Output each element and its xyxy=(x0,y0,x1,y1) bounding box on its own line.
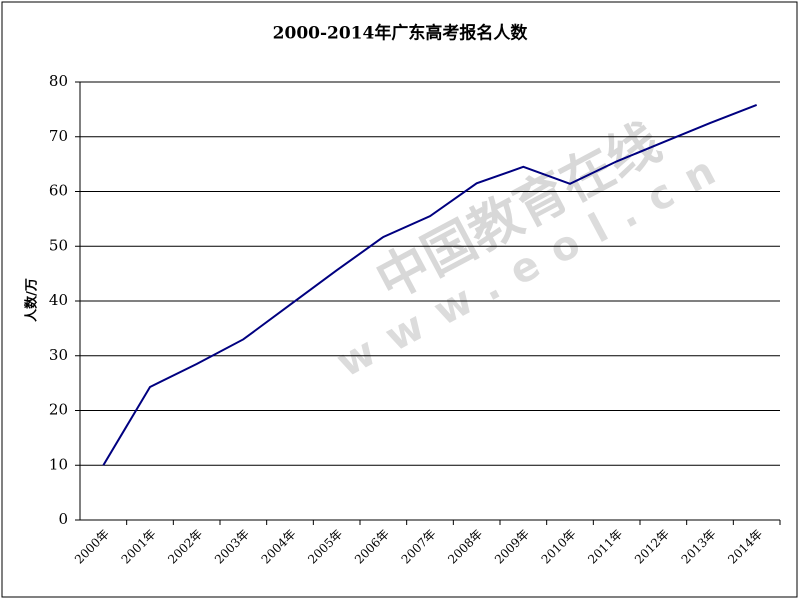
y-tick-label: 50 xyxy=(49,236,68,254)
y-tick-label: 10 xyxy=(49,455,68,473)
y-tick-label: 70 xyxy=(49,127,68,145)
y-tick-label: 80 xyxy=(49,72,68,90)
y-tick-label: 20 xyxy=(49,401,68,419)
chart-title: 2000-2014年广东高考报名人数 xyxy=(273,23,529,44)
y-tick-label: 0 xyxy=(58,510,68,528)
y-tick-label: 40 xyxy=(49,291,68,309)
series-line xyxy=(102,104,758,466)
y-axis-label: 人数/万 xyxy=(24,278,40,322)
y-tick-label: 60 xyxy=(49,182,68,200)
y-tick-label: 30 xyxy=(49,346,68,364)
